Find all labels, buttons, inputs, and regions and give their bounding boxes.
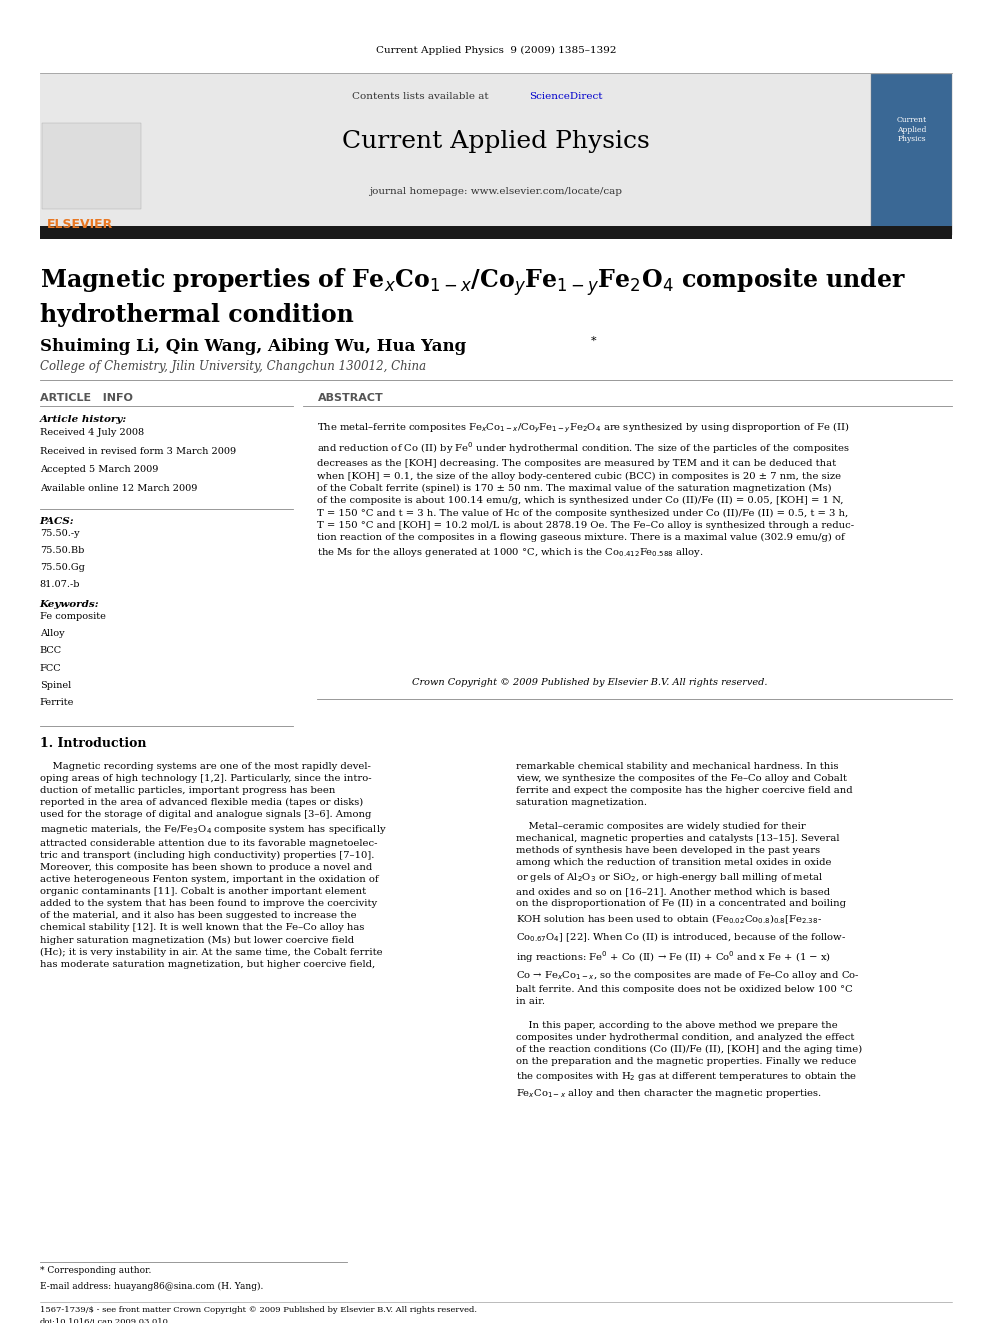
Text: 75.50.-y: 75.50.-y <box>40 529 79 537</box>
Text: 81.07.-b: 81.07.-b <box>40 581 80 589</box>
Text: Available online 12 March 2009: Available online 12 March 2009 <box>40 484 197 492</box>
Text: Fe composite: Fe composite <box>40 613 105 620</box>
Text: Article history:: Article history: <box>40 415 127 423</box>
Text: Current Applied Physics: Current Applied Physics <box>342 130 650 153</box>
Text: Magnetic properties of Fe$_x$Co$_{1-x}$/Co$_y$Fe$_{1-y}$Fe$_2$O$_4$ composite un: Magnetic properties of Fe$_x$Co$_{1-x}$/… <box>40 266 906 298</box>
Text: E-mail address: huayang86@sina.com (H. Yang).: E-mail address: huayang86@sina.com (H. Y… <box>40 1282 263 1290</box>
Bar <box>42 123 141 209</box>
Text: Shuiming Li, Qin Wang, Aibing Wu, Hua Yang: Shuiming Li, Qin Wang, Aibing Wu, Hua Ya… <box>40 339 466 355</box>
Text: Ferrite: Ferrite <box>40 699 74 706</box>
Text: * Corresponding author.: * Corresponding author. <box>40 1266 151 1274</box>
Text: 75.50.Gg: 75.50.Gg <box>40 564 84 572</box>
Text: hydrothermal condition: hydrothermal condition <box>40 303 353 327</box>
Text: BCC: BCC <box>40 647 62 655</box>
Text: Magnetic recording systems are one of the most rapidly devel-
oping areas of hig: Magnetic recording systems are one of th… <box>40 762 387 968</box>
Text: Current
Applied
Physics: Current Applied Physics <box>897 116 927 143</box>
Bar <box>871 74 952 235</box>
Text: PACS:: PACS: <box>40 517 74 525</box>
Text: 1567-1739/$ - see front matter Crown Copyright © 2009 Published by Elsevier B.V.: 1567-1739/$ - see front matter Crown Cop… <box>40 1306 477 1314</box>
Text: Keywords:: Keywords: <box>40 601 99 609</box>
Text: 75.50.Bb: 75.50.Bb <box>40 546 84 554</box>
Text: College of Chemistry, Jilin University, Changchun 130012, China: College of Chemistry, Jilin University, … <box>40 360 426 373</box>
Text: FCC: FCC <box>40 664 62 672</box>
Text: *: * <box>591 336 597 347</box>
Text: ScienceDirect: ScienceDirect <box>529 93 602 101</box>
FancyBboxPatch shape <box>40 74 952 235</box>
Text: doi:10.1016/j.cap.2009.03.010: doi:10.1016/j.cap.2009.03.010 <box>40 1318 169 1323</box>
Text: Received 4 July 2008: Received 4 July 2008 <box>40 429 144 437</box>
Text: remarkable chemical stability and mechanical hardness. In this
view, we synthesi: remarkable chemical stability and mechan… <box>516 762 862 1099</box>
Text: Alloy: Alloy <box>40 630 64 638</box>
Text: Current Applied Physics  9 (2009) 1385–1392: Current Applied Physics 9 (2009) 1385–13… <box>376 46 616 54</box>
Text: ABSTRACT: ABSTRACT <box>317 393 383 404</box>
Text: Spinel: Spinel <box>40 681 71 689</box>
Text: Contents lists available at: Contents lists available at <box>352 93 495 101</box>
Text: Crown Copyright © 2009 Published by Elsevier B.V. All rights reserved.: Crown Copyright © 2009 Published by Else… <box>413 679 768 687</box>
Text: ARTICLE   INFO: ARTICLE INFO <box>40 393 133 404</box>
Text: journal homepage: www.elsevier.com/locate/cap: journal homepage: www.elsevier.com/locat… <box>369 188 623 196</box>
Text: Received in revised form 3 March 2009: Received in revised form 3 March 2009 <box>40 447 236 455</box>
Bar <box>40 226 952 239</box>
Text: The metal–ferrite composites Fe$_x$Co$_{1-x}$/Co$_y$Fe$_{1-y}$Fe$_2$O$_4$ are sy: The metal–ferrite composites Fe$_x$Co$_{… <box>317 421 854 560</box>
Text: ELSEVIER: ELSEVIER <box>47 218 113 232</box>
Text: Accepted 5 March 2009: Accepted 5 March 2009 <box>40 466 158 474</box>
Text: 1. Introduction: 1. Introduction <box>40 737 146 750</box>
